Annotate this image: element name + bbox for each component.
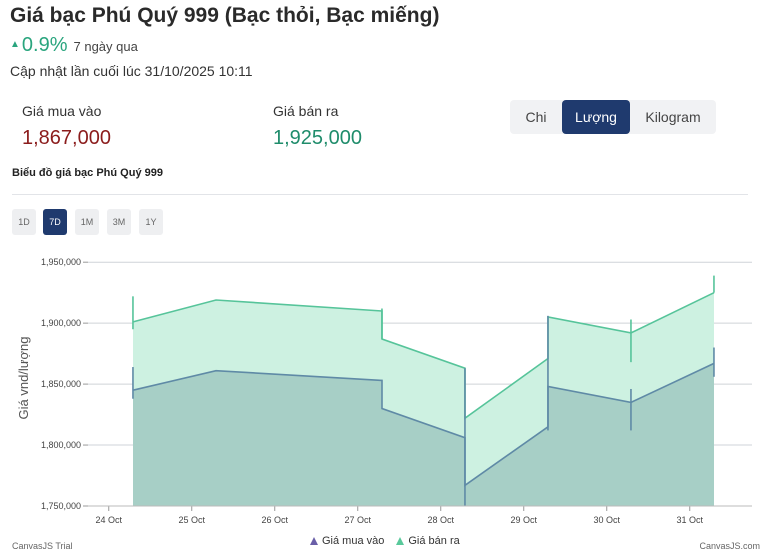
legend-label-sell: Giá bán ra: [408, 535, 460, 547]
canvasjs-trial-credit[interactable]: CanvasJS Trial: [12, 541, 73, 551]
x-tick-label: 26 Oct: [261, 515, 288, 525]
sell-price-value: 1,925,000: [273, 127, 362, 149]
x-tick-label: 31 Oct: [676, 515, 703, 525]
triangle-up-icon: ▲: [10, 39, 20, 50]
x-tick-label: 27 Oct: [344, 515, 371, 525]
range-3m-button[interactable]: 3M: [107, 209, 131, 235]
range-1m-button[interactable]: 1M: [75, 209, 99, 235]
page-title: Giá bạc Phú Quý 999 (Bạc thỏi, Bạc miếng…: [10, 4, 440, 27]
y-axis-label: Giá vnd/lượng: [16, 337, 31, 420]
y-tick-label: 1,750,000: [41, 501, 81, 511]
x-tick-label: 30 Oct: [593, 515, 620, 525]
divider: [12, 194, 748, 195]
buy-area: [133, 363, 714, 506]
change-period: 7 ngày qua: [73, 39, 138, 54]
y-tick-label: 1,800,000: [41, 440, 81, 450]
buy-price-label: Giá mua vào: [22, 103, 102, 119]
chart-areas: [132, 291, 715, 506]
legend-label-buy: Giá mua vào: [322, 535, 385, 547]
unit-tab-chi[interactable]: Chi: [525, 109, 547, 125]
y-tick-label: 1,950,000: [41, 257, 81, 267]
x-tick-label: 25 Oct: [178, 515, 205, 525]
chart-legend: Giá mua vào Giá bán ra: [310, 535, 460, 547]
range-1d-button[interactable]: 1D: [12, 209, 36, 235]
unit-tab-luong[interactable]: Lượng: [562, 100, 630, 134]
chart-axes: 1,750,000 1,800,000 1,850,000 1,900,000 1,95…: [41, 257, 752, 525]
x-tick-label: 28 Oct: [427, 515, 454, 525]
unit-tab-kilogram[interactable]: Kilogram: [645, 109, 701, 125]
y-tick-label: 1,900,000: [41, 318, 81, 328]
sell-price-label: Giá bán ra: [273, 103, 339, 119]
x-tick-label: 24 Oct: [95, 515, 122, 525]
chart-price-ticks: [132, 275, 715, 506]
canvasjs-credit-link[interactable]: CanvasJS.com: [699, 541, 760, 551]
legend-triangle-icon: [310, 537, 318, 545]
y-tick-label: 1,850,000: [41, 379, 81, 389]
last-updated: Cập nhật lần cuối lúc 31/10/2025 10:11: [10, 63, 253, 79]
legend-triangle-icon: [396, 537, 405, 545]
legend-item-buy[interactable]: Giá mua vào: [310, 535, 384, 547]
buy-price-value: 1,867,000: [22, 127, 111, 149]
range-1y-button[interactable]: 1Y: [139, 209, 163, 235]
change-percent: 0.9%: [21, 34, 68, 56]
price-chart: 1,750,000 1,800,000 1,850,000 1,900,000 1,95…: [16, 257, 752, 525]
unit-selector: Chi Lượng Kilogram: [510, 100, 716, 134]
x-tick-label: 29 Oct: [510, 515, 537, 525]
chart-title: Biểu đồ giá bạc Phú Quý 999: [12, 167, 163, 179]
legend-item-sell[interactable]: Giá bán ra: [396, 535, 460, 547]
price-change: ▲ 0.9% 7 ngày qua: [10, 34, 138, 57]
range-7d-button[interactable]: 7D: [43, 209, 67, 235]
